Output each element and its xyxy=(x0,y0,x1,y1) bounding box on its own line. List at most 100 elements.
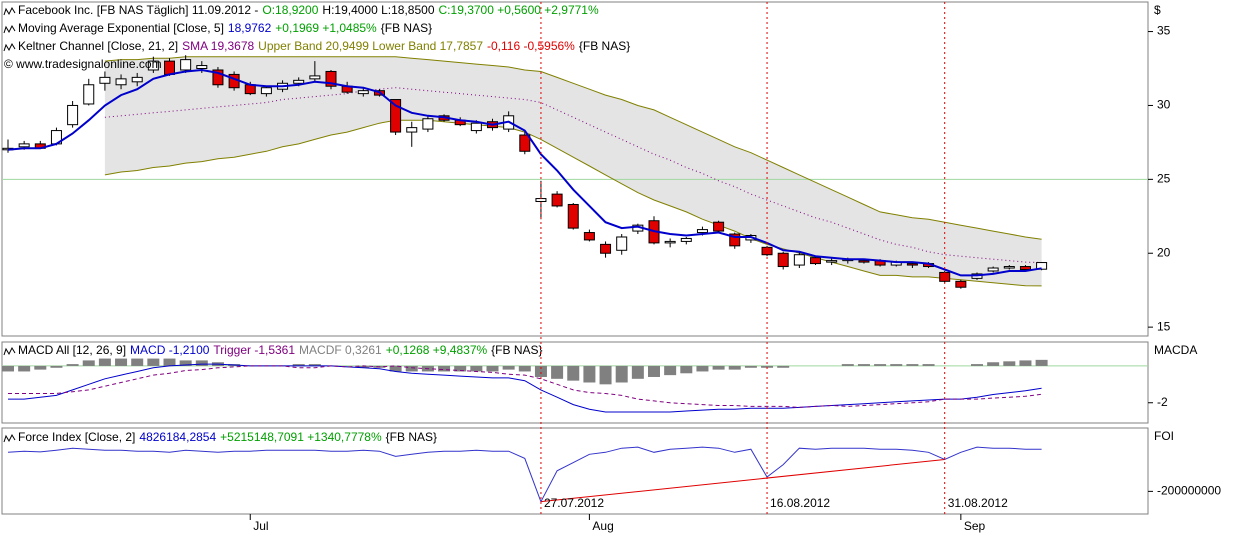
header-text: MACD All [12, 26, 9] xyxy=(18,343,126,357)
force-index-line xyxy=(7,446,1042,503)
y-tick-label: 20 xyxy=(1157,245,1171,259)
candle-body xyxy=(535,198,547,203)
histogram-bar xyxy=(680,365,693,374)
histogram-bar xyxy=(82,360,95,366)
candle-body xyxy=(826,260,838,263)
candle-body xyxy=(180,59,192,71)
panel-frame xyxy=(1,427,1149,515)
indicator-icon xyxy=(3,42,16,52)
candle-body xyxy=(729,233,741,247)
header-text: Keltner Channel [Close, 21, 2] xyxy=(18,39,178,53)
histogram-bar xyxy=(599,365,612,385)
x-tick-label: Aug xyxy=(592,519,613,533)
candle-body xyxy=(1019,266,1031,270)
candle-body xyxy=(260,87,272,95)
header-text: +0,1969 +1,0485% xyxy=(275,21,377,35)
candle-body xyxy=(616,236,628,251)
histogram-bar xyxy=(890,364,903,366)
indicator-icon xyxy=(3,346,16,356)
axis-label: $ xyxy=(1154,3,1161,17)
candle-body xyxy=(713,221,725,232)
histogram-bar xyxy=(728,365,741,370)
candle-body xyxy=(696,229,708,234)
header-text: 4826184,2854 xyxy=(139,430,216,444)
histogram-bar xyxy=(712,365,725,370)
histogram-bar xyxy=(179,360,192,366)
histogram-bar xyxy=(583,365,596,383)
header-text: SMA 19,3678 xyxy=(182,39,254,53)
candle-body xyxy=(567,203,579,229)
macd-line xyxy=(8,365,1042,408)
keltner-band xyxy=(104,56,1042,286)
candle-body xyxy=(858,260,870,263)
histogram-bar xyxy=(438,365,451,372)
histogram-bar xyxy=(454,365,467,372)
histogram-bar xyxy=(66,364,79,366)
indicator-icon xyxy=(3,433,16,443)
y-tick-label: -200000000 xyxy=(1157,484,1221,498)
histogram-bar xyxy=(551,365,564,379)
histogram-bar xyxy=(631,365,644,379)
histogram-bar xyxy=(987,362,1000,366)
header-text: Trigger -1,5361 xyxy=(213,343,295,357)
candle-body xyxy=(422,118,434,130)
trendline xyxy=(540,458,945,503)
candle-body xyxy=(99,76,111,84)
ema-line xyxy=(7,68,1042,277)
candle-body xyxy=(955,280,967,288)
candle-body xyxy=(987,267,999,272)
candle-body xyxy=(115,78,127,86)
header-text: {FB NAS} xyxy=(386,430,437,444)
header-text: Force Index [Close, 2] xyxy=(18,430,135,444)
candle-body xyxy=(519,134,531,152)
histogram-bar xyxy=(664,365,677,376)
candle-body xyxy=(664,240,676,244)
panel-frame xyxy=(1,341,1149,424)
histogram-bar xyxy=(971,364,983,366)
candle-body xyxy=(810,257,821,265)
histogram-bar xyxy=(389,365,402,372)
candle-body xyxy=(600,243,612,254)
histogram-bar xyxy=(115,358,128,366)
candle-body xyxy=(18,143,30,148)
y-tick-label: 30 xyxy=(1157,98,1171,112)
histogram-bar xyxy=(98,358,111,366)
histogram-bar xyxy=(486,365,499,372)
header-text: {FB NAS} xyxy=(381,21,432,35)
histogram-bar xyxy=(308,364,321,366)
histogram-bar xyxy=(1003,361,1016,366)
candle-body xyxy=(777,252,789,268)
indicator-icon xyxy=(3,6,16,16)
header-text: 18,9762 xyxy=(228,21,272,35)
histogram-bar xyxy=(50,365,63,368)
y-tick-label: -2 xyxy=(1157,395,1168,409)
histogram-bar xyxy=(2,365,14,372)
histogram-bar xyxy=(534,365,547,377)
candle-body xyxy=(131,76,143,83)
y-tick-label: 35 xyxy=(1157,24,1171,38)
candle-body xyxy=(470,122,482,132)
candle-body xyxy=(390,99,402,133)
candle-body xyxy=(680,237,692,242)
histogram-bar xyxy=(518,365,531,372)
histogram-bar xyxy=(922,364,935,366)
header-line: Facebook Inc. [FB NAS Täglich] 11.09.201… xyxy=(18,3,599,17)
histogram-bar xyxy=(744,365,757,368)
histogram-bar xyxy=(906,364,919,366)
histogram-bar xyxy=(777,365,790,368)
candle-body xyxy=(293,79,305,84)
histogram-bar xyxy=(292,364,305,366)
header-text: Upper Band 20,9499 Lower Band 17,7857 xyxy=(258,39,483,53)
indicator-line xyxy=(104,87,1042,263)
candle-body xyxy=(1003,266,1015,269)
header-text: {FB NAS} xyxy=(491,343,542,357)
candle-body xyxy=(309,75,321,80)
candle-body xyxy=(406,127,418,133)
candle-body xyxy=(164,60,175,75)
candle-body xyxy=(906,263,918,266)
header-text: MACDF 0,3261 xyxy=(299,343,382,357)
histogram-bar xyxy=(1035,359,1048,366)
histogram-bar xyxy=(696,365,709,372)
